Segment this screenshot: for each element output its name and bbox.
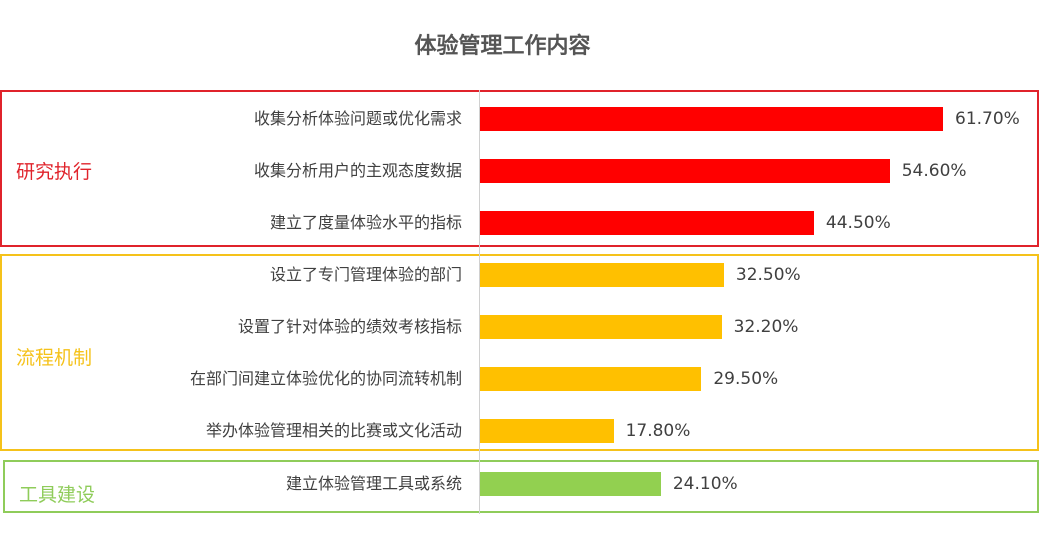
bar bbox=[480, 419, 614, 443]
group-box-research bbox=[0, 90, 1039, 247]
bar bbox=[480, 107, 943, 131]
category-label: 举办体验管理相关的比赛或文化活动 bbox=[205, 421, 462, 440]
bar bbox=[480, 315, 722, 339]
group-box-process bbox=[0, 254, 1039, 451]
chart-title: 体验管理工作内容 bbox=[414, 34, 591, 59]
bar bbox=[480, 211, 814, 235]
group-label-tools: 工具建设 bbox=[19, 484, 96, 506]
value-label: 24.10% bbox=[672, 474, 738, 494]
group-box-tools bbox=[3, 460, 1039, 513]
value-label: 44.50% bbox=[825, 213, 891, 233]
value-label: 32.50% bbox=[735, 265, 801, 285]
category-axis-line bbox=[479, 90, 480, 514]
bar bbox=[480, 263, 724, 287]
category-label: 建立了度量体验水平的指标 bbox=[269, 213, 462, 232]
category-label: 在部门间建立体验优化的协同流转机制 bbox=[189, 369, 462, 388]
category-label: 收集分析体验问题或优化需求 bbox=[253, 109, 462, 128]
category-label: 设置了针对体验的绩效考核指标 bbox=[237, 317, 462, 336]
category-label: 建立体验管理工具或系统 bbox=[285, 474, 462, 493]
category-label: 设立了专门管理体验的部门 bbox=[269, 265, 462, 284]
bar bbox=[480, 367, 702, 391]
value-label: 54.60% bbox=[901, 161, 967, 181]
value-label: 29.50% bbox=[713, 369, 779, 389]
group-label-research: 研究执行 bbox=[16, 161, 93, 183]
category-label: 收集分析用户的主观态度数据 bbox=[253, 161, 462, 180]
bar bbox=[480, 472, 661, 496]
value-label: 61.70% bbox=[955, 109, 1020, 129]
value-label: 17.80% bbox=[625, 421, 691, 441]
bar bbox=[480, 159, 890, 183]
group-label-process: 流程机制 bbox=[16, 347, 93, 369]
value-label: 32.20% bbox=[733, 317, 799, 337]
